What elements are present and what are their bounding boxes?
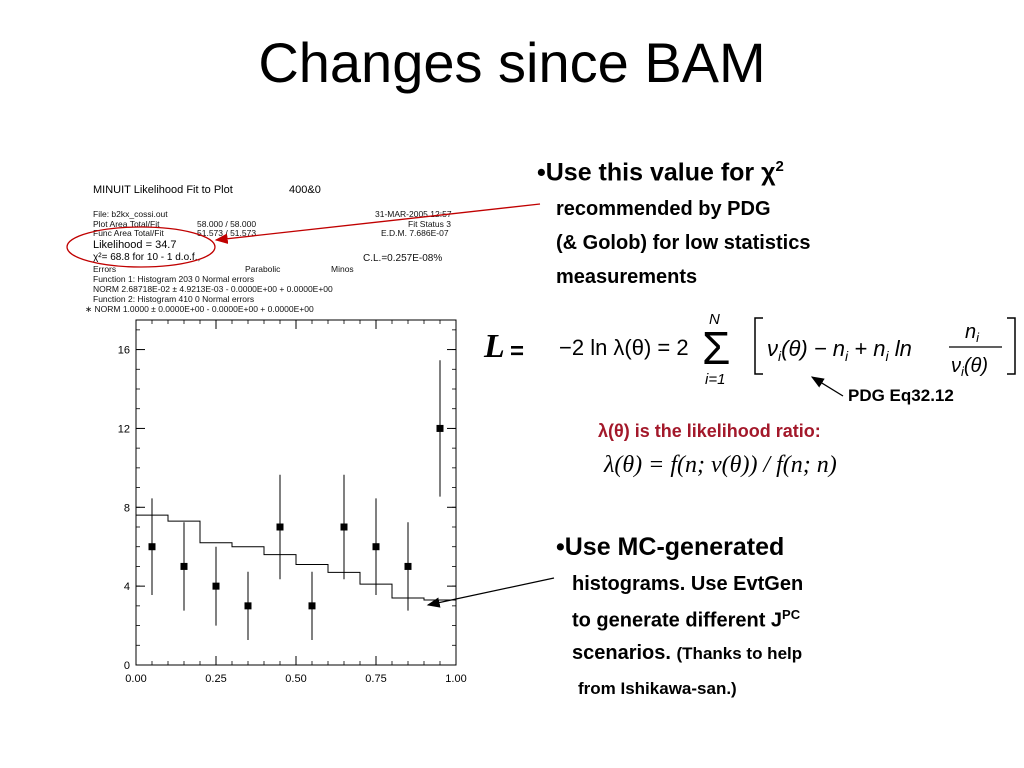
ratio-formula: λ(θ) = f(n; ν(θ)) / f(n; n) [604,452,837,478]
likelihood-highlight [66,226,216,268]
plot-frame [135,319,457,666]
bullet2-line4-text: scenarios. [572,642,671,664]
formula-lhs: −2 ln λ(θ) = 2 [559,335,689,360]
formula-sum-bottom: i=1 [705,371,725,388]
fit-errors: Errors [93,264,117,274]
fit-plot-area-val: 58.000 / 58.000 [197,219,257,229]
fit-parabolic: Parabolic [245,264,281,274]
data-point [212,582,220,590]
data-point [436,424,444,432]
x-tick-label: 0.00 [125,673,146,685]
fit-header: MINUIT Likelihood Fit to Plot [93,184,233,196]
fit-cl: C.L.=0.257E-08% [363,253,443,264]
bullet1-sup: 2 [775,158,784,175]
y-tick-label: 8 [124,502,130,514]
mc-arrow [426,577,555,608]
y-tick-label: 4 [124,581,130,593]
ratio-note: λ(θ) is the likelihood ratio: [598,421,821,441]
fit-plot-area: Plot Area Total/Fit [93,219,160,229]
fit-chi2: χ²= 68.8 for 10 - 1 d.o.f., [93,252,201,263]
x-tick-label: 0.75 [365,673,386,685]
y-tick-label: 12 [118,423,130,435]
pdg-ref-arrow [810,376,844,397]
bullet2-line1: •Use MC-generated [556,533,785,561]
bullet2-line4b: (Thanks to help [676,644,803,663]
fit-norm-2: ∗ NORM 1.0000 ± 0.0000E+00 - 0.0000E+00 … [85,304,314,314]
slide-title: Changes since BAM [258,31,766,94]
fit-file: File: b2kx_cossi.out [93,209,168,219]
likelihood-symbol: L [484,328,505,365]
fit-header-id: 400&0 [289,184,321,196]
data-point [308,602,316,610]
data-point [276,523,284,531]
bullet1-text: •Use this value for χ [537,158,776,187]
data-point [148,543,156,551]
data-point [340,523,348,531]
data-point [372,543,380,551]
x-tick-label: 0.25 [205,673,226,685]
formula-sum-top: N [709,311,720,328]
data-point [244,602,252,610]
likelihood-equals: = [510,338,525,365]
fit-minos: Minos [331,264,354,274]
fit-status: Fit Status 3 [408,219,451,229]
fit-func-area: Func Area Total/Fit [93,228,164,238]
fit-histogram [136,514,457,632]
formula-body: νi(θ) − ni + ni ln [767,336,912,364]
bullet1-line2: recommended by PDG [556,198,771,220]
formula-frac-den: νi(θ) [951,355,988,379]
formula-frac-num: ni [965,321,980,345]
bullet2-line2: histograms. Use EvtGen [572,573,804,595]
y-tick-label: 16 [118,345,130,357]
pdg-formula: −2 ln λ(θ) = 2 N Σ i=1 νi(θ) − ni + ni l… [559,311,1016,388]
bullet1-line1: •Use this value for χ2 [537,158,784,187]
y-tick-label: 0 [124,660,130,672]
data-point [180,562,188,570]
bullet1-line3: (& Golob) for low statistics [556,232,811,254]
fit-norm-1: NORM 2.68718E-02 ± 4.9213E-03 - 0.0000E+… [93,284,333,294]
fit-likelihood: Likelihood = 34.7 [93,239,177,251]
fit-panel: MINUIT Likelihood Fit to Plot 400&0 File… [85,184,465,319]
bullet1-line4: measurements [556,266,698,288]
bullet2-sup: PC [782,607,801,622]
bullet2-line3-text: to generate different J [572,609,783,632]
fit-chart: 0 4 8 12 16 0.00 0.25 0.50 0.75 1.00 [118,319,467,685]
fit-function-2: Function 2: Histogram 410 0 Normal error… [93,294,255,304]
bullet2-line3: to generate different JPC [572,607,800,633]
fit-edm: E.D.M. 7.686E-07 [381,228,449,238]
data-point [404,562,412,570]
fit-func-area-val: 51.573 / 51.573 [197,228,257,238]
fit-date: 31-MAR-2005 12:57 [375,209,452,219]
bullet2-line4: scenarios. (Thanks to help [572,642,802,665]
fit-function-1: Function 1: Histogram 203 0 Normal error… [93,274,255,284]
pdg-ref: PDG Eq32.12 [848,386,954,405]
bullet2-line5: from Ishikawa-san.) [578,679,737,698]
x-tick-label: 0.50 [285,673,306,685]
x-tick-label: 1.00 [445,673,466,685]
formula-sigma: Σ [702,322,730,374]
red-arrow [214,203,541,244]
